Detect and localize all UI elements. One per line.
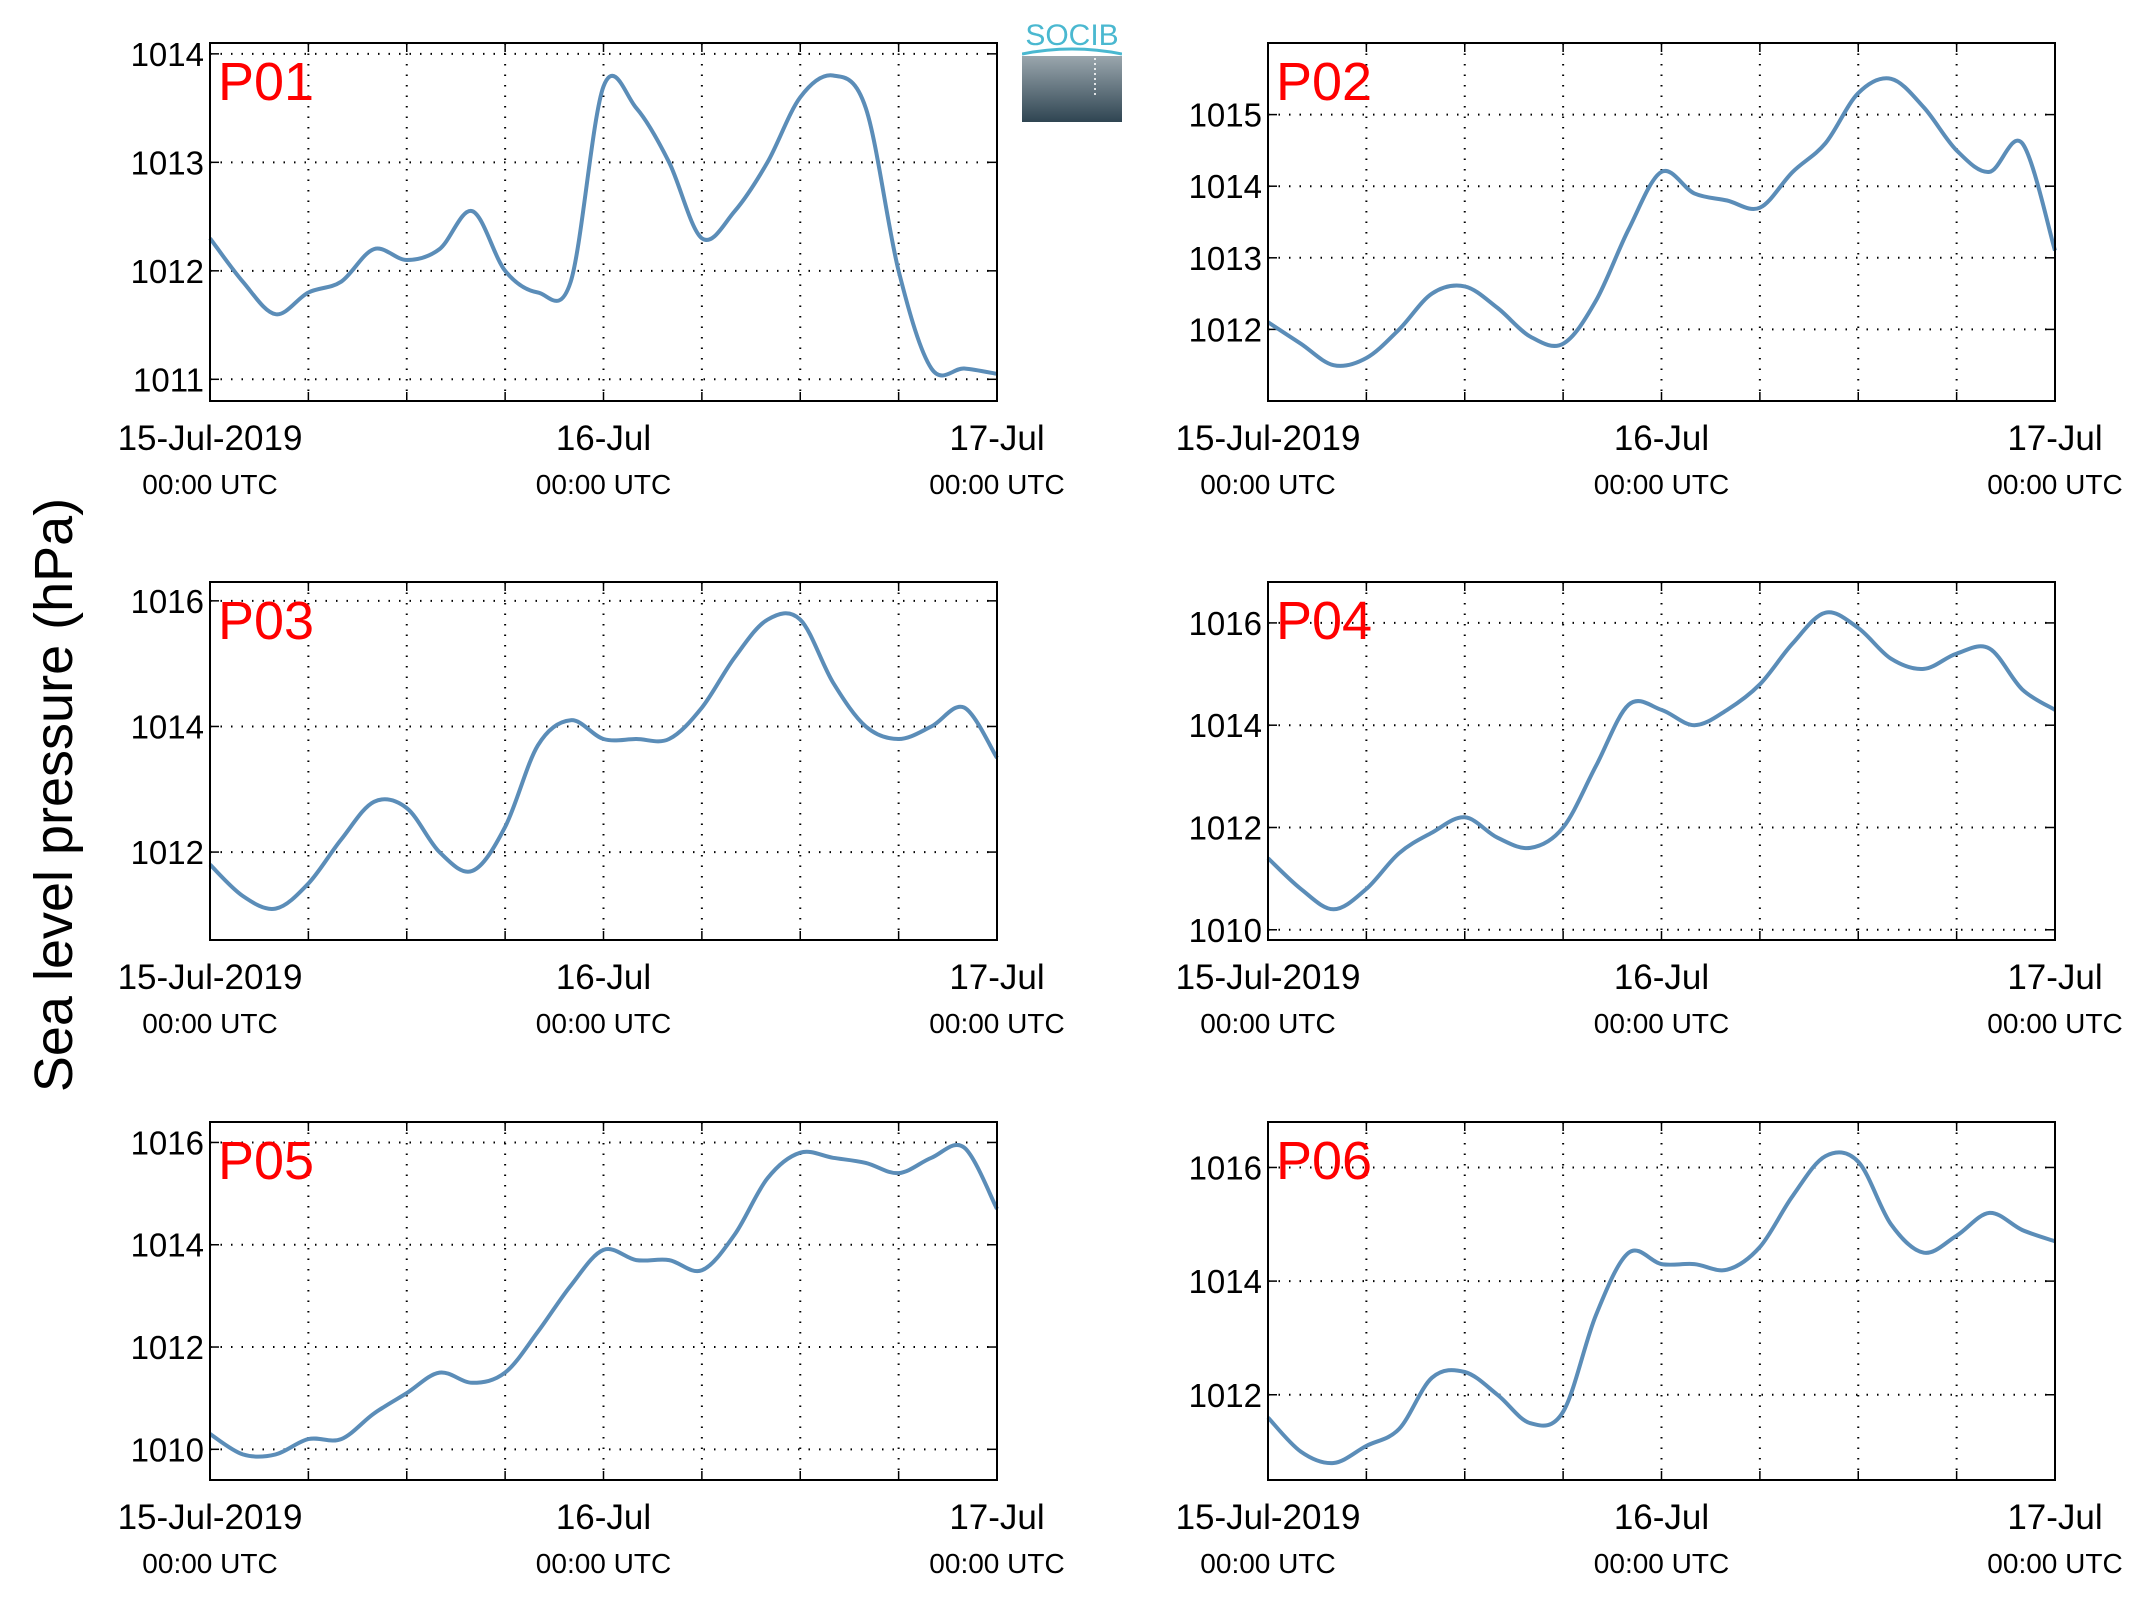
x-tick-label-time: 00:00 UTC: [1594, 1008, 1729, 1039]
pressure-line: [208, 73, 998, 378]
socib-logo: SOCIB: [1021, 18, 1123, 122]
y-tick-label: 1011: [133, 361, 204, 398]
y-tick-label: 1012: [1189, 311, 1262, 348]
x-tick-label-date: 16-Jul: [556, 1498, 651, 1537]
panel-p01: 1011 1012 1013 1014 15-Jul-2019 00:00 UTC 16-J…: [118, 36, 1065, 500]
x-tick-label-time: 00:00 UTC: [536, 1008, 671, 1039]
pressure-line: [1266, 1150, 2056, 1466]
y-tick-label: 1014: [131, 708, 204, 745]
x-tick-label-date: 17-Jul: [949, 1498, 1044, 1537]
x-tick-label-date: 15-Jul-2019: [1176, 958, 1361, 997]
y-tick-label: 1014: [1189, 168, 1262, 205]
y-tick-label: 1012: [1189, 809, 1262, 846]
x-tick-label-time: 00:00 UTC: [1987, 1008, 2122, 1039]
x-tick-label-date: 16-Jul: [556, 958, 651, 997]
axes-frame: [1267, 42, 2056, 402]
station-label: P01: [218, 52, 314, 112]
panel-p02: 1012 1013 1014 1015 15-Jul-2019 00:00 UTC 16-J…: [1176, 42, 2123, 500]
station-label: P05: [218, 1131, 314, 1191]
x-tick-label-time: 00:00 UTC: [1200, 1548, 1335, 1579]
y-tick-label: 1012: [131, 1329, 204, 1366]
x-tick-label-date: 17-Jul: [949, 419, 1044, 458]
y-tick-label: 1016: [1189, 1149, 1262, 1186]
pressure-line: [208, 1142, 999, 1459]
axes-frame: [1267, 1121, 2056, 1481]
y-tick-label: 1013: [131, 144, 204, 181]
axes-frame: [209, 1121, 998, 1481]
panel-p05: 1010 1012 1014 1016 15-Jul-2019 00:00 UTC 16-J…: [118, 1121, 1065, 1579]
x-tick-label-time: 00:00 UTC: [1200, 469, 1335, 500]
x-tick-label-time: 00:00 UTC: [929, 1008, 1064, 1039]
y-axis-label: Sea level pressure (hPa): [24, 498, 84, 1092]
x-tick-label-time: 00:00 UTC: [1594, 469, 1729, 500]
x-tick-label-date: 15-Jul-2019: [118, 958, 303, 997]
y-tick-label: 1014: [131, 1227, 204, 1264]
y-tick-label: 1012: [131, 834, 204, 871]
x-tick-label-date: 17-Jul: [2007, 419, 2102, 458]
panel-p04: 1010 1012 1014 1016 15-Jul-2019 00:00 UTC 16-J…: [1176, 581, 2123, 1039]
panel-p03: 1012 1014 1016 15-Jul-2019 00:00 UTC 16-Jul 00…: [118, 581, 1065, 1039]
y-tick-label: 1014: [1189, 1263, 1262, 1300]
x-tick-label-date: 16-Jul: [1614, 419, 1709, 458]
y-tick-label: 1014: [131, 36, 204, 73]
y-tick-label: 1010: [131, 1431, 204, 1468]
logo-text: SOCIB: [1025, 19, 1118, 52]
x-tick-label-time: 00:00 UTC: [1200, 1008, 1335, 1039]
x-tick-label-time: 00:00 UTC: [929, 469, 1064, 500]
x-tick-label-time: 00:00 UTC: [1987, 1548, 2122, 1579]
x-tick-label-date: 17-Jul: [2007, 958, 2102, 997]
y-tick-label: 1013: [1189, 240, 1262, 277]
panel-p06: 1012 1014 1016 15-Jul-2019 00:00 UTC 16-Jul 00…: [1176, 1121, 2123, 1579]
x-tick-label-time: 00:00 UTC: [1594, 1548, 1729, 1579]
y-tick-label: 1012: [1189, 1377, 1262, 1414]
axes-frame: [209, 581, 998, 941]
x-tick-label-date: 15-Jul-2019: [1176, 1498, 1361, 1537]
y-tick-label: 1015: [1189, 97, 1262, 134]
y-tick-label: 1016: [1189, 605, 1262, 642]
x-tick-label-date: 16-Jul: [556, 419, 651, 458]
y-tick-label: 1016: [131, 1124, 204, 1161]
x-tick-label-time: 00:00 UTC: [142, 1008, 277, 1039]
x-tick-label-date: 16-Jul: [1614, 958, 1709, 997]
x-tick-label-time: 00:00 UTC: [142, 1548, 277, 1579]
x-tick-label-date: 15-Jul-2019: [118, 1498, 303, 1537]
x-tick-label-date: 15-Jul-2019: [1176, 419, 1361, 458]
y-tick-label: 1014: [1189, 707, 1262, 744]
axes-frame: [209, 42, 998, 402]
x-tick-label-time: 00:00 UTC: [929, 1548, 1064, 1579]
station-label: P02: [1276, 52, 1372, 112]
x-tick-label-time: 00:00 UTC: [536, 1548, 671, 1579]
station-label: P06: [1276, 1131, 1372, 1191]
x-tick-label-date: 17-Jul: [2007, 1498, 2102, 1537]
x-tick-label-date: 16-Jul: [1614, 1498, 1709, 1537]
x-tick-label-date: 15-Jul-2019: [118, 419, 303, 458]
x-tick-label-time: 00:00 UTC: [1987, 469, 2122, 500]
y-tick-label: 1010: [1189, 912, 1262, 949]
pressure-line: [1266, 610, 2057, 912]
pressure-line: [1266, 76, 2057, 368]
pressure-line: [208, 611, 999, 911]
x-tick-label-date: 17-Jul: [949, 958, 1044, 997]
x-tick-label-time: 00:00 UTC: [142, 469, 277, 500]
y-tick-label: 1012: [131, 253, 204, 290]
x-tick-label-time: 00:00 UTC: [536, 469, 671, 500]
station-label: P04: [1276, 591, 1372, 651]
axes-frame: [1267, 581, 2056, 941]
station-label: P03: [218, 591, 314, 651]
y-tick-label: 1016: [131, 583, 204, 620]
